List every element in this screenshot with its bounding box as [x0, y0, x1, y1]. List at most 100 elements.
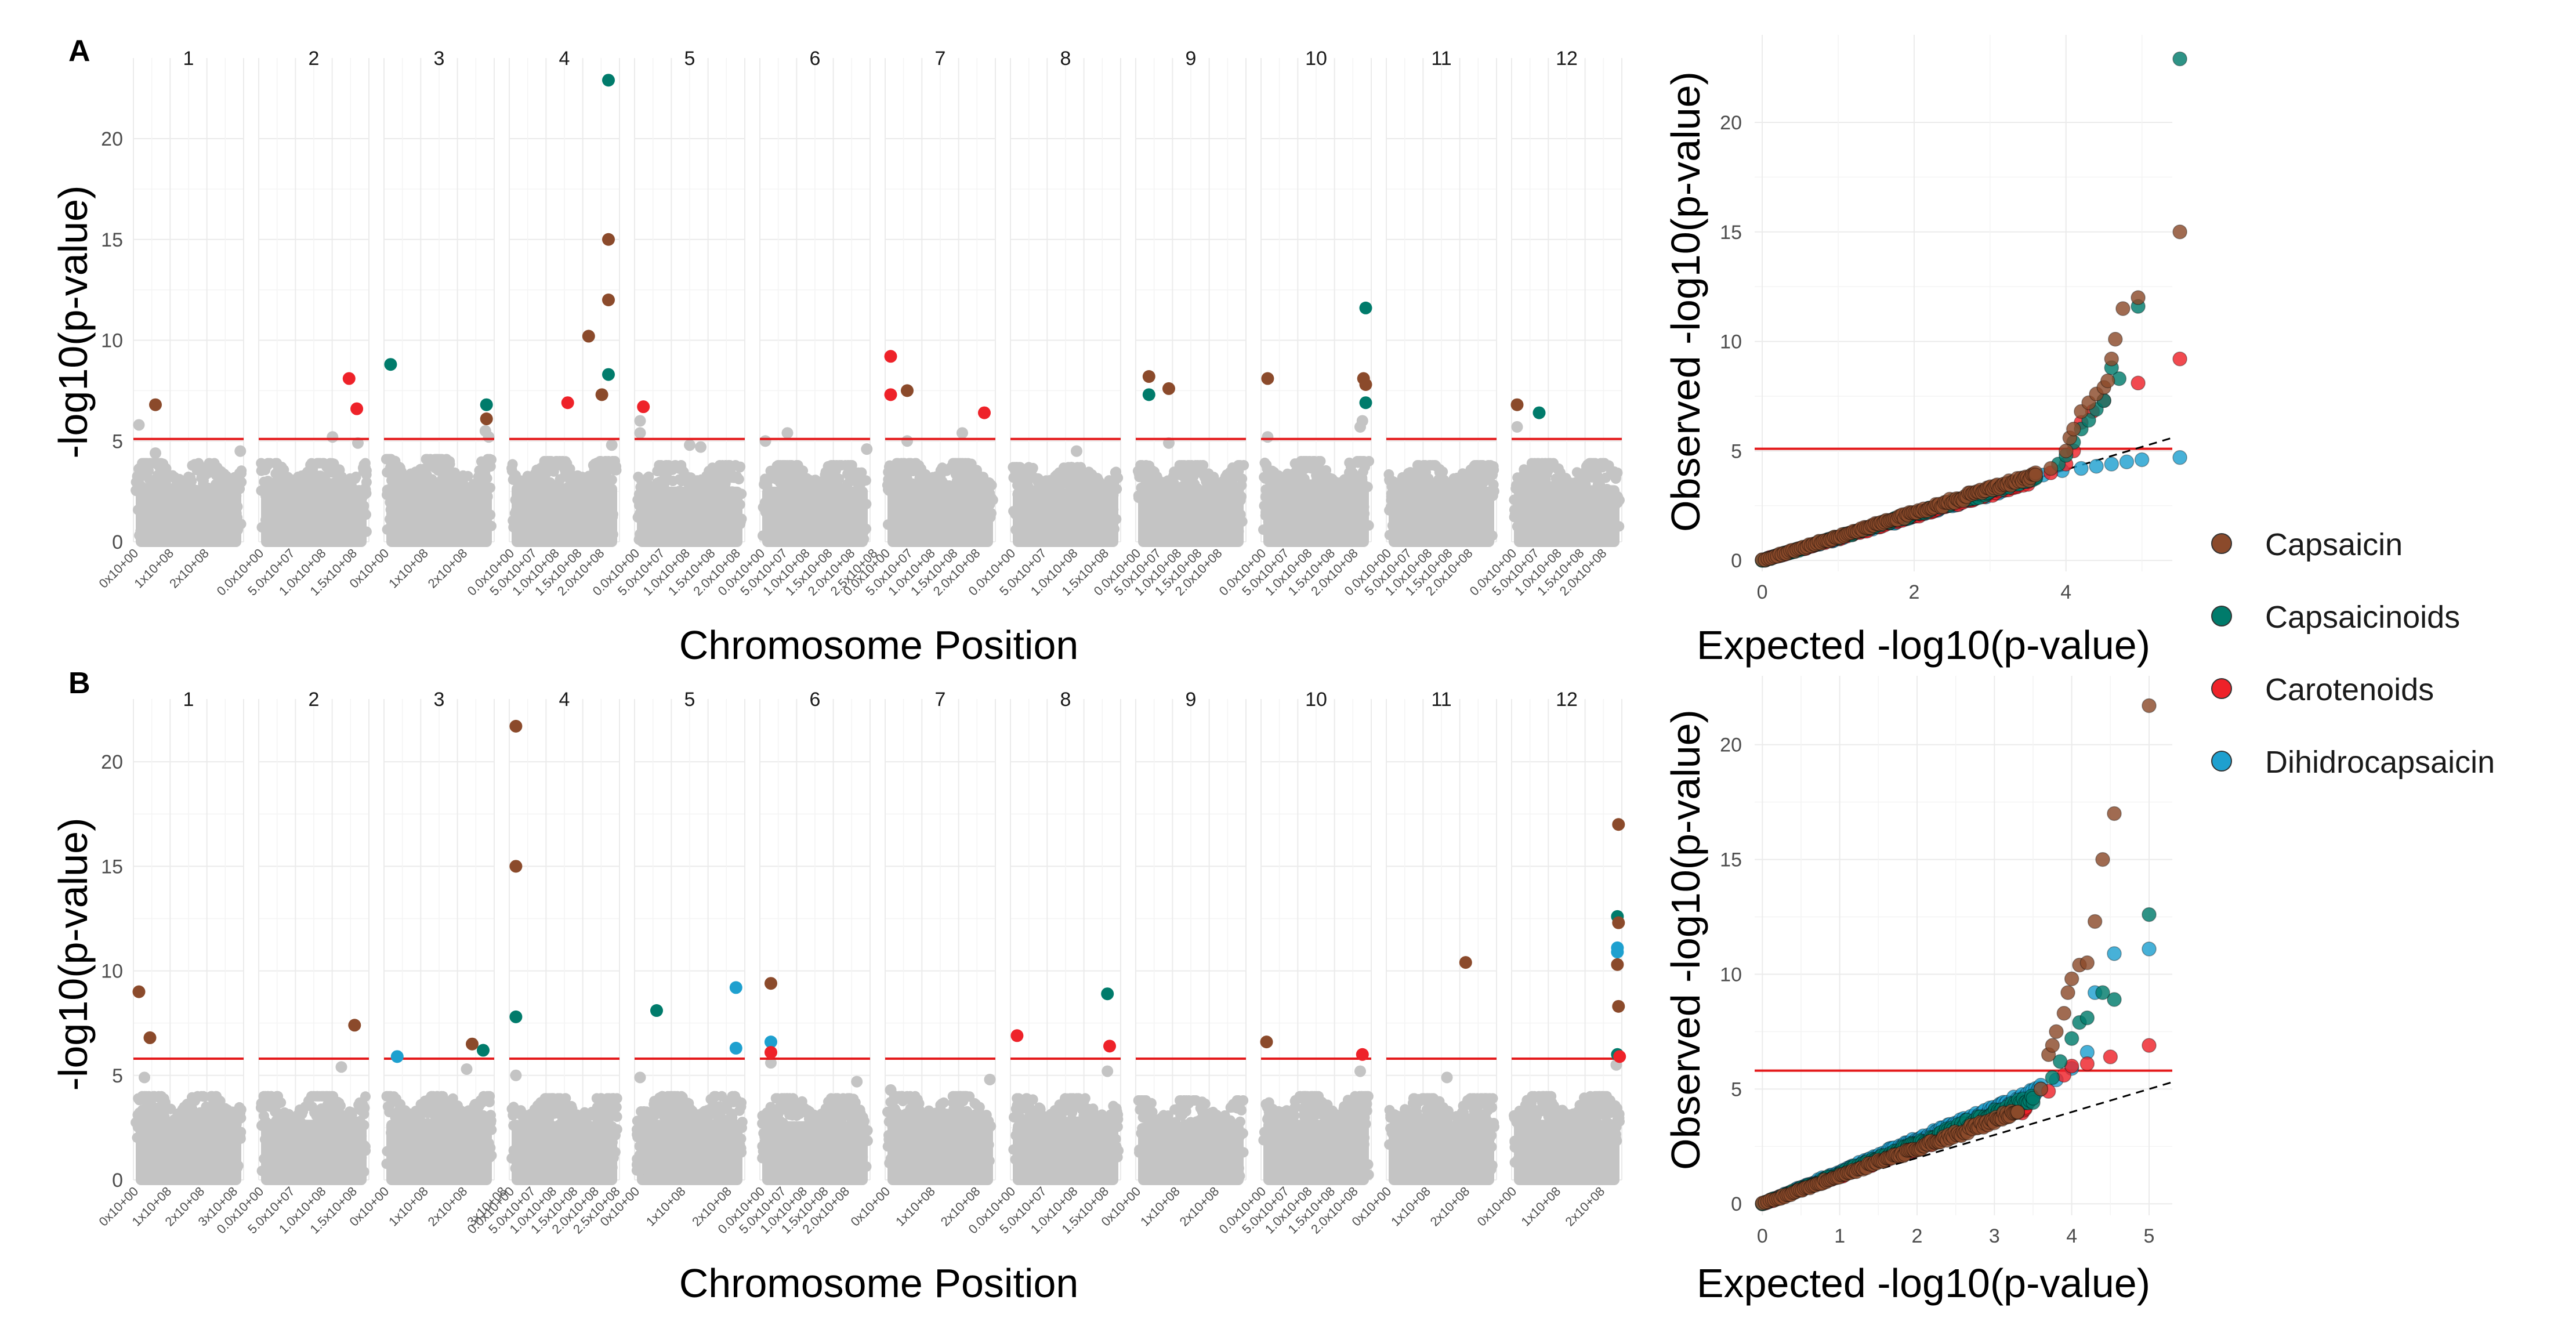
- qq-b-point-capsaicin: [2056, 1005, 2072, 1021]
- qq-a-point-capsaicin: [2172, 224, 2187, 240]
- panel-label-a: A: [68, 34, 90, 68]
- manhattan-b-chr5-background-points: [631, 1091, 748, 1182]
- qq-b-point-capsaicin: [2087, 914, 2103, 929]
- manhattan-a-chr1-background-outlier: [150, 447, 161, 459]
- manhattan-a-chr1-strip-label: 1: [183, 48, 194, 70]
- manhattan-a-chr7-strip-label: 7: [935, 48, 946, 70]
- manhattan-b-y-tick-label: 5: [112, 1065, 123, 1087]
- legend-label-carotenoids: Carotenoids: [2265, 672, 2434, 707]
- qq-b-x-tick-label: 4: [2066, 1225, 2077, 1247]
- manhattan-a-chr12-hit-capsaicinoids: [1532, 406, 1546, 419]
- qq-b-x-tick-label: 1: [1834, 1225, 1845, 1247]
- manhattan-b-chr3-strip-label: 3: [434, 689, 445, 711]
- manhattan-a-y-tick-label: 0: [112, 531, 123, 553]
- manhattan-a-chr5-background-points: [632, 460, 747, 547]
- manhattan-b-chr4-background-points: [506, 1093, 622, 1182]
- manhattan-b-chr11-strip-label: 11: [1431, 689, 1451, 711]
- manhattan-b-chr6-strip-label: 6: [810, 689, 821, 711]
- panel-label-b: B: [68, 667, 90, 700]
- qq-b-point-capsaicin: [2095, 852, 2110, 867]
- qq-a-point-capsaicin: [2058, 443, 2074, 459]
- manhattan-a-chr12-background-points: [1509, 458, 1625, 541]
- manhattan-a-chr8-background-points: [1008, 462, 1124, 546]
- manhattan-b-chr6-hit-dihidrocapsaicin: [765, 1035, 777, 1049]
- manhattan-b-chr5-hit-dihidrocapsaicin: [729, 1041, 742, 1055]
- legend-swatch-dihidrocapsaicin: [2211, 751, 2232, 772]
- qq-b-point-capsaicin: [2142, 698, 2157, 714]
- qq-b-point-capsaicin: [2079, 955, 2095, 971]
- legend-label-dihidrocapsaicin: Dihidrocapsaicin: [2265, 745, 2495, 780]
- manhattan-a-chr1-background-outlier: [133, 419, 145, 431]
- qq-b-point-capsaicinoids: [2052, 1054, 2068, 1069]
- manhattan-b-chr8-background-points: [1008, 1093, 1124, 1182]
- qq-b-y-tick-label: 10: [1720, 964, 1742, 986]
- qq-a-series-capsaicin: [1755, 224, 2187, 567]
- manhattan-a-chr4-hit-capsaicin: [602, 233, 615, 246]
- qq-a-x-tick-label: 2: [1908, 581, 1919, 603]
- manhattan-b-y-tick-label: 0: [112, 1169, 123, 1192]
- manhattan-b-chr8-strip-label: 8: [1060, 689, 1071, 711]
- manhattan-b-chr7-background-outlier: [984, 1073, 996, 1085]
- manhattan-b-chr3-hit-capsaicinoids: [477, 1044, 490, 1057]
- manhattan-a-chr8-background-outlier: [1071, 445, 1082, 457]
- manhattan-a-chr4-hit-capsaicin: [595, 388, 608, 401]
- manhattan-a-chr5-strip-label: 5: [684, 48, 695, 70]
- manhattan-b-chr1-background-outlier: [139, 1071, 150, 1084]
- qq-a-point-capsaicin: [2108, 332, 2123, 347]
- qq-a-x-title: Expected -log10(p-value): [1697, 622, 2150, 668]
- manhattan-b-chr4-hit-capsaicin: [509, 719, 523, 733]
- qq-b-x-tick-label: 2: [1912, 1225, 1923, 1247]
- manhattan-a-chr12-background-outlier: [1511, 421, 1523, 433]
- manhattan-a-chr2-background-outlier: [327, 431, 339, 443]
- manhattan-b-chr5-background-outlier: [634, 1071, 646, 1084]
- manhattan-a-chr6-background-points: [758, 460, 872, 545]
- manhattan-b-chr11-background-outlier: [1441, 1071, 1453, 1084]
- qq-a-point-dihidrocapsaicin: [2172, 450, 2187, 465]
- manhattan-b-chr7-strip-label: 7: [935, 689, 946, 711]
- manhattan-b-chr10-hit-capsaicin: [1260, 1035, 1273, 1049]
- qq-b-y-tick-label: 0: [1731, 1193, 1742, 1215]
- qq-a-y-tick-label: 10: [1720, 331, 1742, 353]
- manhattan-a-chr1-background-outlier: [234, 445, 247, 457]
- manhattan-a-chr7-hit-carotenoids: [978, 406, 991, 419]
- manhattan-b-chr2-strip-label: 2: [309, 689, 320, 711]
- manhattan-a-chr7-hit-carotenoids: [884, 350, 897, 363]
- qq-a-y-tick-label: 5: [1731, 440, 1742, 462]
- manhattan-b-chr9-strip-label: 9: [1186, 689, 1197, 711]
- manhattan-a-chr3-hit-capsaicinoids: [480, 398, 493, 411]
- manhattan-a-chr7-background-points: [882, 458, 998, 545]
- manhattan-a-chr6-background-outlier: [781, 427, 794, 439]
- manhattan-a-chr5-hit-carotenoids: [637, 400, 650, 414]
- manhattan-b-chr12-strip-label: 12: [1556, 689, 1578, 711]
- qq-a-point-capsaicin: [2028, 468, 2044, 483]
- manhattan-a-chr7-background-outlier: [957, 427, 968, 439]
- manhattan-b-chr11-hit-capsaicin: [1459, 956, 1472, 969]
- manhattan-a-chr10-background-points: [1258, 456, 1375, 541]
- manhattan-b-chr12-hit-capsaicin: [1612, 818, 1625, 831]
- manhattan-a-chr10-hit-capsaicin: [1359, 378, 1372, 391]
- manhattan-b-chr5-hit-capsaicinoids: [650, 1004, 663, 1017]
- qq-b-series-capsaicin: [1755, 698, 2157, 1211]
- manhattan-b-chr8-hit-carotenoids: [1010, 1029, 1024, 1042]
- manhattan-a-chr11-strip-label: 11: [1431, 48, 1451, 70]
- manhattan-b-chr12-hit-capsaicin: [1612, 1000, 1625, 1013]
- qq-b-point-capsaicin: [2049, 1024, 2064, 1040]
- qq-b-point-capsaicinoids: [2095, 985, 2110, 1000]
- manhattan-a-chr9-background-points: [1132, 460, 1249, 545]
- legend-swatch-capsaicin: [2211, 533, 2232, 554]
- manhattan-b-y-tick-label: 20: [101, 751, 123, 773]
- manhattan-a-chr4-hit-carotenoids: [561, 396, 574, 410]
- manhattan-b-chr4-strip-label: 4: [559, 689, 570, 711]
- qq-a-point-dihidrocapsaicin: [2119, 454, 2135, 469]
- qq-b-point-capsaicinoids: [2026, 1091, 2041, 1106]
- qq-b-x-tick-label: 0: [1757, 1225, 1768, 1247]
- manhattan-a-chr7-background-outlier: [901, 435, 913, 447]
- qq-b-point-capsaicinoids: [2045, 1070, 2060, 1085]
- manhattan-a-chr4-background-points: [506, 456, 622, 543]
- manhattan-a-chr3-hit-capsaicinoids: [384, 358, 397, 371]
- manhattan-a-chr3-x-tick-label: 2x10+08: [425, 546, 470, 591]
- manhattan-b-chr12-background-points: [1509, 1091, 1625, 1182]
- manhattan-b-chr3-hit-capsaicin: [466, 1037, 479, 1051]
- manhattan-b-chr9-x-tick-label: 1x10+08: [1137, 1184, 1183, 1229]
